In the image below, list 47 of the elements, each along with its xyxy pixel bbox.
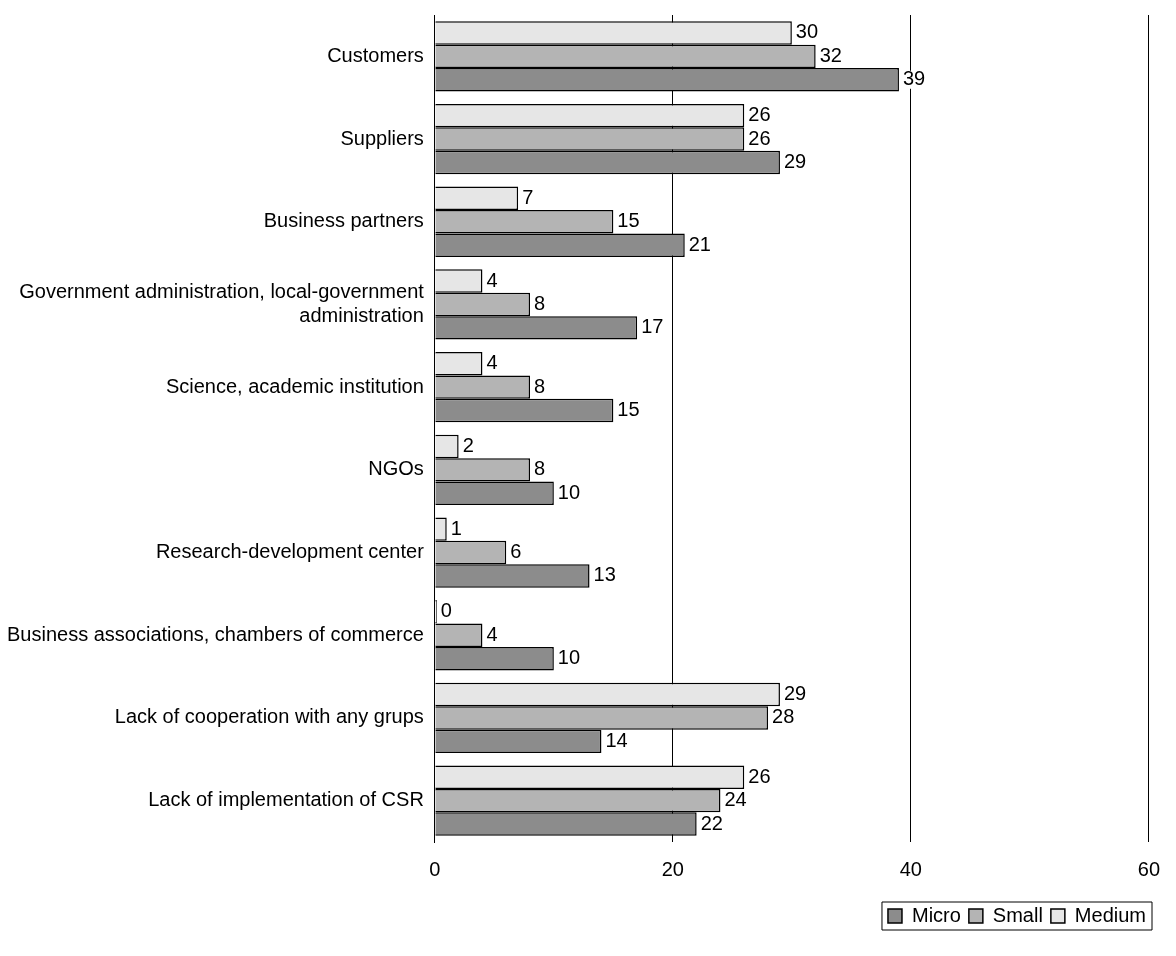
data-label: 39	[902, 67, 926, 90]
data-label: 32	[819, 43, 842, 66]
data-label: 7	[522, 185, 534, 208]
data-label: 10	[557, 646, 581, 669]
data-label: 8	[534, 457, 546, 480]
data-label: 4	[486, 622, 498, 645]
y-tick-label: Research-development center	[155, 540, 425, 563]
x-tick-label: 20	[661, 857, 684, 880]
data-label: 26	[748, 103, 771, 126]
data-label: 4	[486, 268, 498, 291]
y-tick-label: NGOs	[368, 457, 424, 480]
data-label: 21	[688, 232, 711, 255]
y-tick-label: Business partners	[263, 209, 424, 232]
x-tick-label: 0	[429, 857, 441, 880]
y-tick-label: Lack of implementation of CSR	[148, 788, 424, 811]
data-label: 30	[795, 20, 819, 43]
data-label: 14	[605, 728, 628, 751]
legend-label: Micro	[911, 903, 961, 926]
y-tick-label: Suppliers	[340, 126, 424, 149]
data-label: 28	[772, 705, 795, 728]
y-tick-label: Business associations, chambers of commerce	[6, 622, 424, 645]
data-label: 24	[724, 788, 747, 811]
y-tick-label: Science, academic institution	[165, 374, 424, 397]
x-tick-label: 60	[1137, 857, 1160, 880]
x-tick-label: 40	[899, 857, 922, 880]
data-label: 4	[486, 351, 498, 374]
data-label: 2	[462, 433, 474, 456]
legend-label: Medium	[1074, 903, 1147, 926]
data-label: 15	[617, 398, 640, 421]
data-label: 8	[534, 291, 546, 314]
y-tick-label: Government administration, local-government administration	[19, 279, 425, 326]
data-label: 29	[783, 150, 807, 172]
data-label: 26	[748, 126, 771, 149]
data-label: 15	[617, 209, 640, 232]
y-tick-label: Lack of cooperation with any grups	[114, 705, 424, 728]
data-label: 29	[783, 682, 807, 705]
data-label: 22	[700, 811, 723, 834]
data-label: 6	[510, 540, 522, 563]
data-label: 17	[641, 315, 664, 338]
data-label: 0	[440, 599, 452, 622]
data-label: 26	[748, 764, 771, 787]
data-label: 1	[450, 516, 462, 539]
y-tick-label: Customers	[327, 43, 424, 66]
data-label: 13	[593, 563, 616, 586]
legend-label: Small	[992, 903, 1043, 926]
data-label: 8	[534, 374, 546, 397]
data-label: 10	[557, 480, 581, 503]
